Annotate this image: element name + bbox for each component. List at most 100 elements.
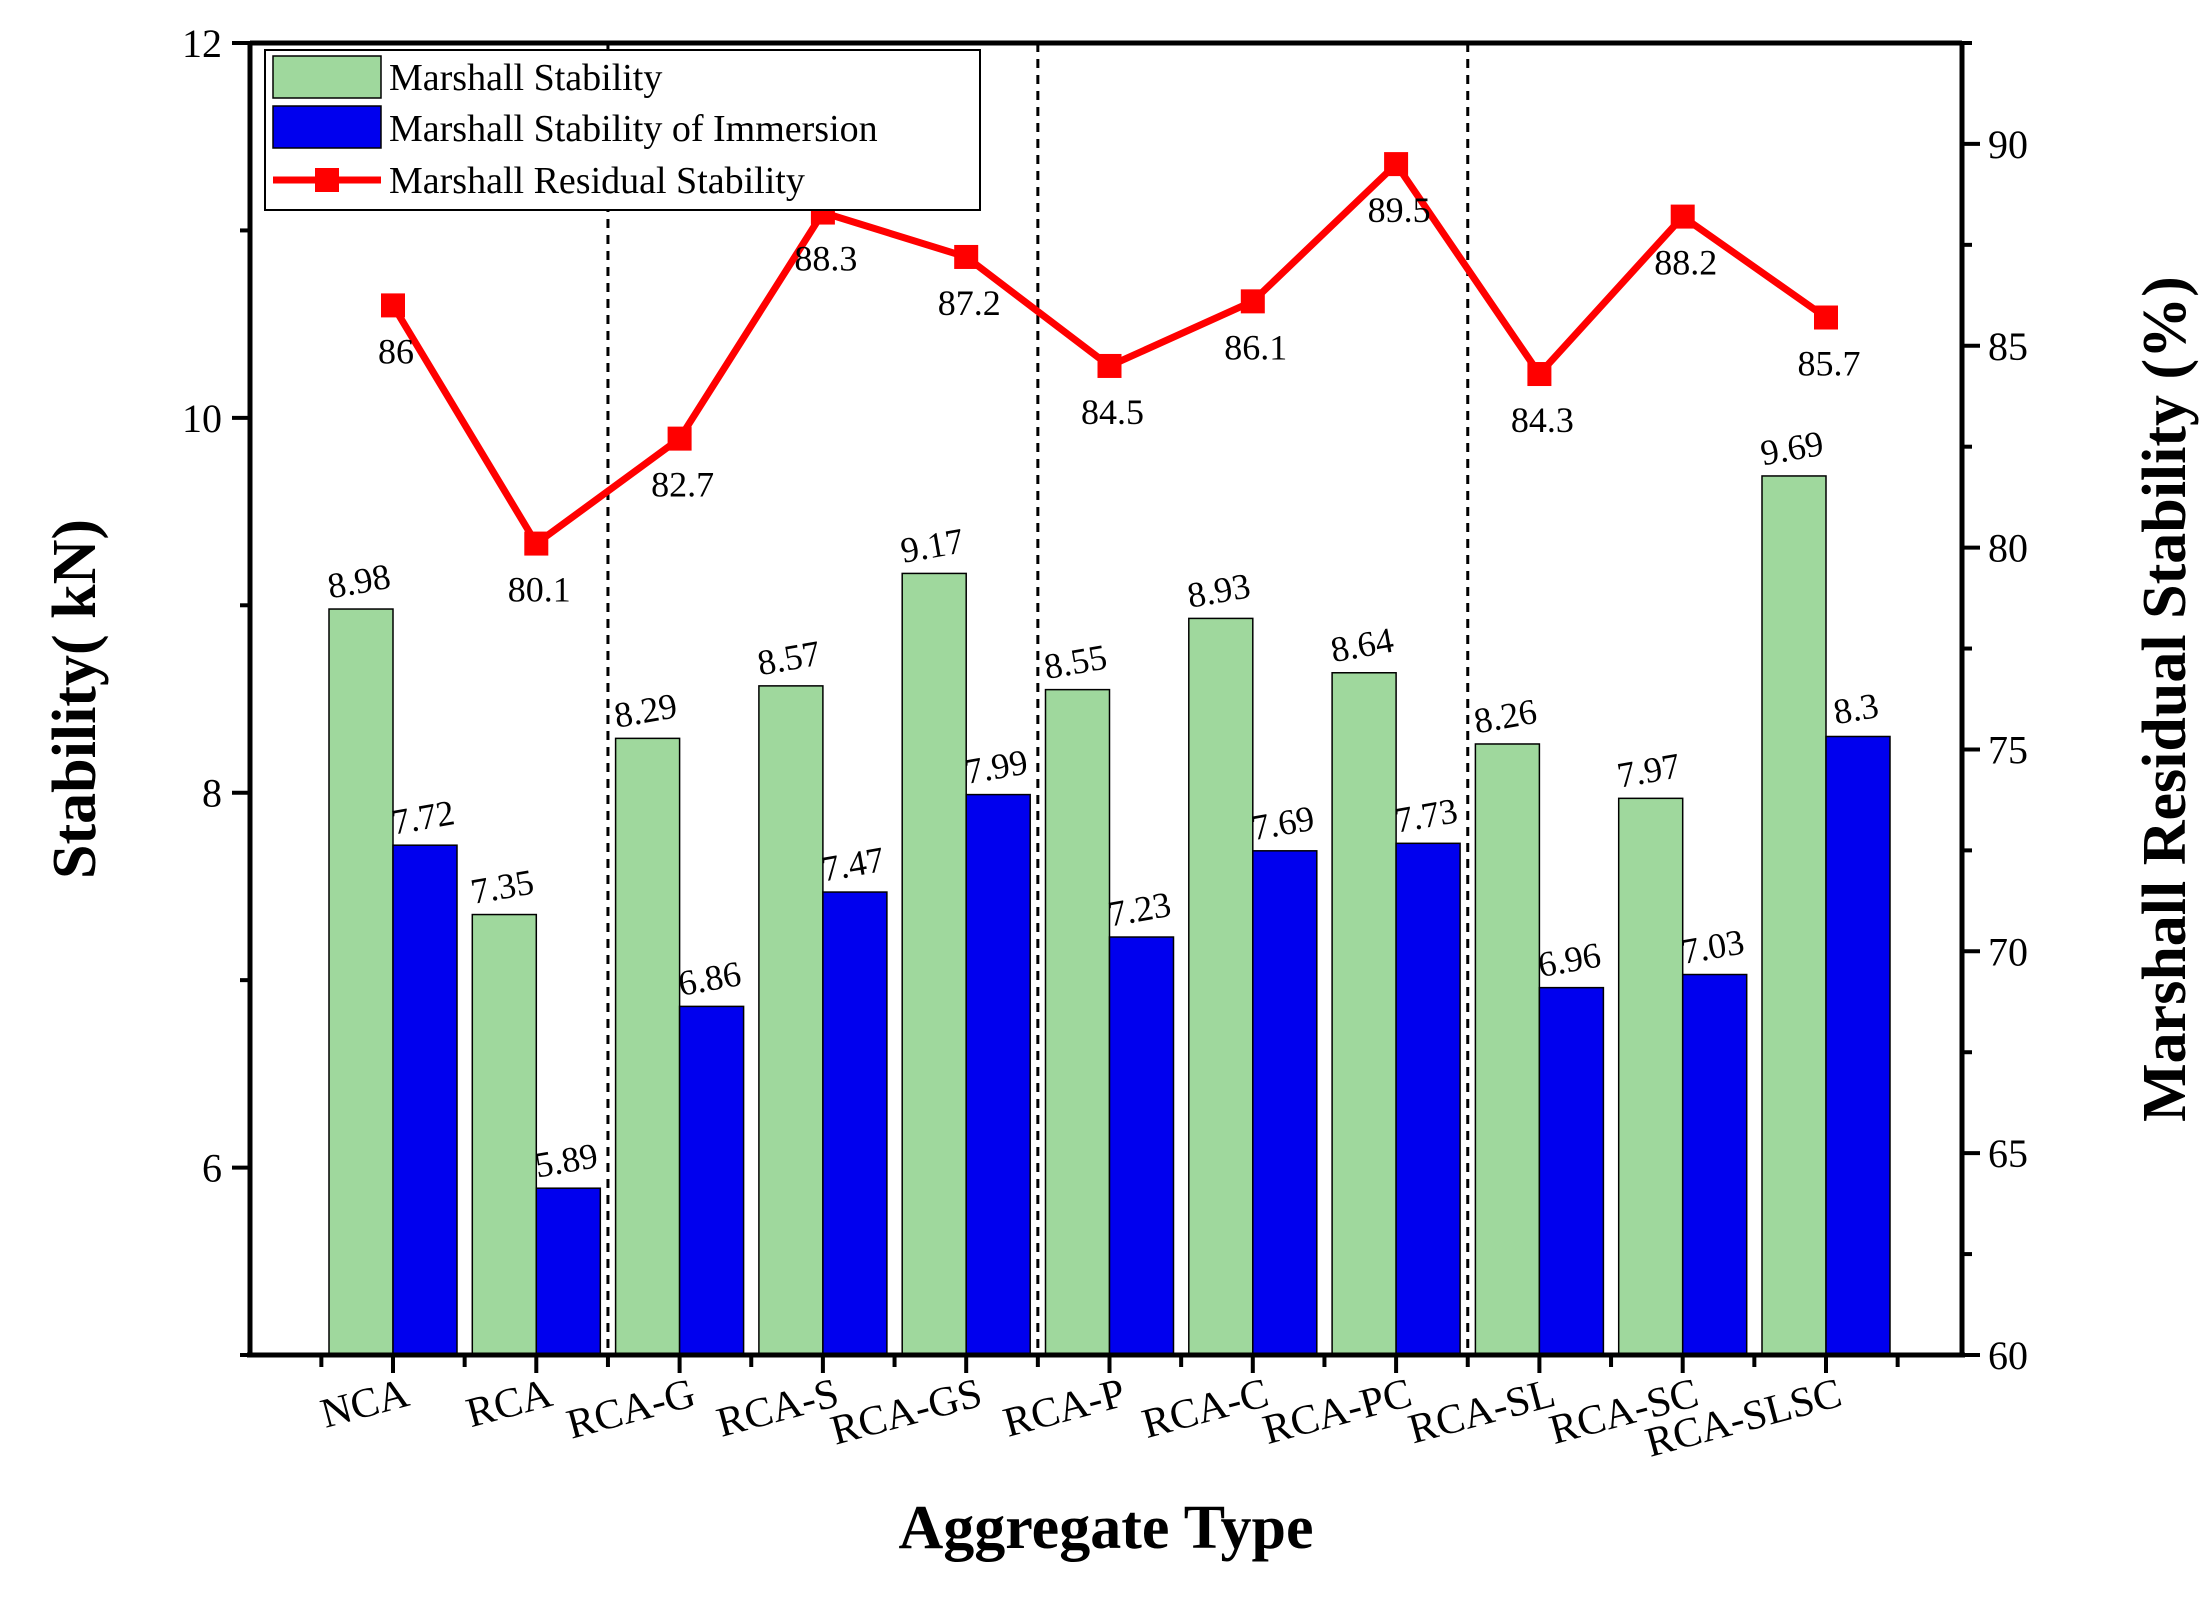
label-residual-RCA-C: 86.1	[1224, 327, 1287, 367]
right-tick-label-65: 65	[1988, 1131, 2028, 1176]
left-tick-label-12: 12	[182, 21, 222, 66]
label-immersion-stability-RCA-SC: 7.03	[1678, 922, 1747, 972]
label-immersion-stability-RCA-G: 6.86	[675, 953, 744, 1003]
bar-immersion-stability-RCA-SC	[1681, 973, 1748, 1356]
category-label-RCA-G: RCA-G	[562, 1370, 700, 1448]
residual-point-RCA-PC	[1384, 152, 1409, 177]
label-marshall-stability-RCA-SLSC: 9.69	[1757, 423, 1826, 473]
category-label-RCA: RCA	[462, 1370, 558, 1437]
bar-immersion-stability-RCA-SL	[1538, 986, 1605, 1356]
right-tick-label-70: 70	[1988, 929, 2028, 974]
bar-marshall-stability-RCA-G	[614, 737, 681, 1356]
label-marshall-stability-RCA-G: 8.29	[611, 685, 680, 735]
residual-point-RCA-P	[1097, 353, 1122, 378]
residual-point-NCA	[381, 293, 405, 318]
label-residual-NCA: 86	[378, 331, 414, 371]
label-marshall-stability-RCA-SL: 8.26	[1471, 691, 1540, 741]
category-label-RCA-GS: RCA-GS	[826, 1370, 987, 1454]
category-label-RCA-P: RCA-P	[999, 1370, 1130, 1446]
legend-label-immersion-stability: Marshall Stability of Immersion	[389, 108, 878, 150]
right-tick-label-85: 85	[1988, 324, 2028, 369]
label-marshall-stability-RCA-PC: 8.64	[1328, 620, 1397, 670]
label-residual-RCA-PC: 89.5	[1368, 190, 1431, 230]
bars-layer	[328, 475, 1891, 1356]
group-dividers	[606, 43, 1470, 1355]
label-residual-RCA-P: 84.5	[1081, 392, 1144, 432]
residual-line-layer	[381, 152, 1838, 556]
label-immersion-stability-RCA-C: 7.69	[1248, 798, 1317, 848]
label-marshall-stability-RCA-SC: 7.97	[1614, 745, 1683, 795]
label-immersion-stability-RCA-SLSC: 8.3	[1830, 685, 1881, 732]
bar-immersion-stability-RCA-S	[822, 891, 888, 1356]
left-tick-label-6: 6	[202, 1146, 222, 1191]
label-residual-RCA-SLSC: 85.7	[1798, 344, 1861, 384]
label-marshall-stability-RCA-P: 8.55	[1041, 637, 1110, 687]
bar-marshall-stability-RCA	[471, 913, 538, 1356]
label-marshall-stability-RCA-S: 8.57	[754, 633, 823, 683]
bar-immersion-stability-RCA-GS	[965, 793, 1031, 1356]
residual-point-RCA-GS	[954, 244, 979, 269]
bar-immersion-stability-RCA-PC	[1395, 842, 1461, 1356]
legend: Marshall Stability Marshall Stability of …	[264, 49, 981, 211]
legend-swatch-residual-marker	[315, 168, 339, 192]
right-tick-label-60: 60	[1988, 1333, 2028, 1378]
label-marshall-stability-NCA: 8.98	[324, 556, 393, 606]
right-tick-label-90: 90	[1988, 122, 2028, 167]
y-axis-title: Stability( kN)	[41, 519, 109, 879]
label-residual-RCA-SC: 88.2	[1654, 243, 1717, 283]
bar-immersion-stability-RCA-G	[678, 1005, 745, 1356]
label-immersion-stability-RCA-PC: 7.73	[1392, 790, 1461, 840]
bar-marshall-stability-RCA-P	[1044, 688, 1111, 1356]
label-marshall-stability-RCA-C: 8.93	[1184, 565, 1253, 615]
bar-marshall-stability-NCA	[328, 608, 394, 1356]
bar-immersion-stability-RCA	[535, 1187, 602, 1356]
legend-swatch-immersion-stability	[272, 105, 382, 149]
y2-axis-title: Marshall Residual Stability (%)	[2131, 276, 2199, 1122]
bar-marshall-stability-RCA-S	[758, 685, 824, 1356]
category-label-NCA: NCA	[316, 1370, 414, 1438]
category-label-RCA-PC: RCA-PC	[1258, 1370, 1416, 1454]
bar-marshall-stability-RCA-C	[1188, 617, 1254, 1356]
bar-immersion-stability-RCA-SLSC	[1825, 735, 1891, 1356]
label-residual-RCA: 80.1	[508, 570, 571, 610]
label-immersion-stability-RCA: 5.89	[532, 1135, 601, 1185]
label-residual-RCA-G: 82.7	[651, 465, 714, 505]
x-axis-title: Aggregate Type	[899, 1494, 1314, 1562]
category-label-RCA-S: RCA-S	[712, 1370, 843, 1446]
label-marshall-stability-RCA: 7.35	[468, 862, 537, 912]
label-residual-RCA-S: 88.3	[794, 239, 857, 279]
bar-marshall-stability-RCA-GS	[901, 572, 967, 1356]
category-label-RCA-C: RCA-C	[1137, 1370, 1273, 1448]
label-marshall-stability-RCA-GS: 9.17	[898, 520, 967, 570]
label-residual-RCA-GS: 87.2	[938, 283, 1001, 323]
residual-point-RCA-SLSC	[1814, 305, 1838, 330]
left-tick-label-8: 8	[202, 771, 222, 816]
legend-label-residual-stability: Marshall Residual Stability	[389, 160, 805, 202]
residual-point-RCA-SL	[1527, 362, 1552, 387]
residual-point-RCA-C	[1240, 289, 1265, 314]
label-immersion-stability-RCA-P: 7.23	[1105, 884, 1174, 934]
right-tick-label-75: 75	[1988, 727, 2028, 772]
right-tick-label-80: 80	[1988, 526, 2028, 571]
category-label-RCA-SL: RCA-SL	[1404, 1370, 1560, 1453]
residual-point-RCA-SC	[1670, 204, 1695, 229]
left-tick-label-10: 10	[182, 396, 222, 441]
label-immersion-stability-NCA: 7.72	[388, 792, 457, 842]
label-immersion-stability-RCA-GS: 7.99	[962, 742, 1031, 792]
label-immersion-stability-RCA-SL: 6.96	[1535, 935, 1604, 985]
bar-immersion-stability-RCA-C	[1252, 850, 1318, 1356]
bar-marshall-stability-RCA-SC	[1617, 797, 1684, 1356]
label-immersion-stability-RCA-S: 7.47	[818, 839, 887, 889]
legend-swatch-marshall-stability	[272, 55, 382, 99]
bar-marshall-stability-RCA-SL	[1474, 743, 1541, 1356]
bar-marshall-stability-RCA-PC	[1331, 672, 1397, 1356]
bar-immersion-stability-NCA	[392, 844, 458, 1356]
residual-point-RCA	[524, 531, 549, 556]
bar-immersion-stability-RCA-P	[1108, 936, 1175, 1356]
legend-label-marshall-stability: Marshall Stability	[389, 57, 662, 99]
label-residual-RCA-SL: 84.3	[1511, 400, 1574, 440]
bar-marshall-stability-RCA-SLSC	[1761, 475, 1827, 1356]
residual-point-RCA-G	[667, 426, 692, 451]
legend-box	[264, 49, 981, 211]
